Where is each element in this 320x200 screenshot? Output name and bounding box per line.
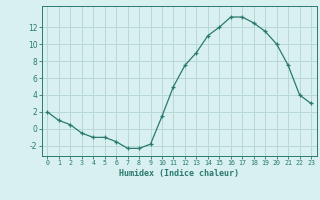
X-axis label: Humidex (Indice chaleur): Humidex (Indice chaleur): [119, 169, 239, 178]
